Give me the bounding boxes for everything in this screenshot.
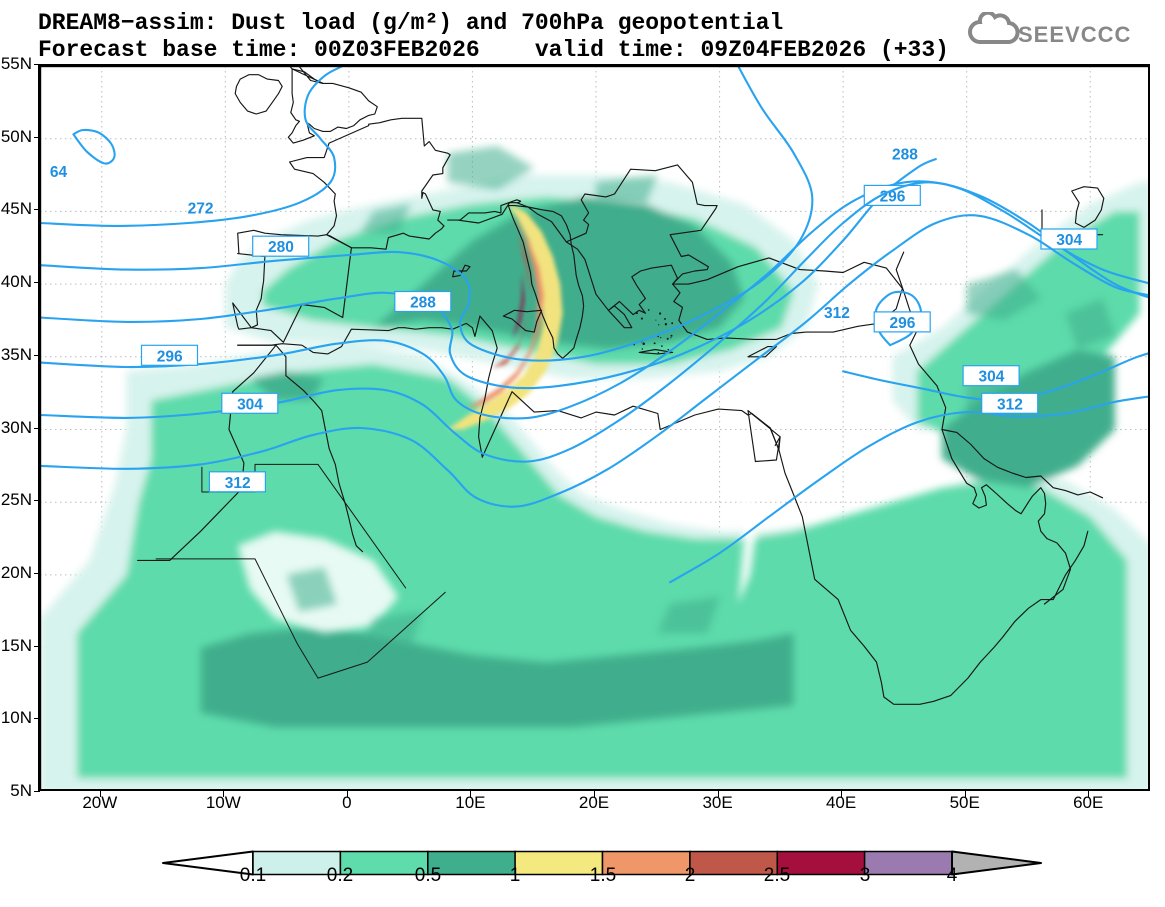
svg-text:288: 288 <box>410 295 436 312</box>
svg-text:312: 312 <box>824 305 850 322</box>
svg-text:288: 288 <box>892 147 918 164</box>
svg-text:304: 304 <box>237 396 263 413</box>
svg-text:272: 272 <box>188 201 214 218</box>
svg-text:296: 296 <box>889 315 915 332</box>
svg-text:304: 304 <box>1056 232 1082 249</box>
svg-text:304: 304 <box>978 369 1004 386</box>
svg-text:296: 296 <box>157 348 183 365</box>
svg-text:280: 280 <box>268 239 294 256</box>
svg-text:312: 312 <box>997 396 1023 413</box>
svg-text:312: 312 <box>225 475 251 492</box>
svg-text:SEEVCCC: SEEVCCC <box>1018 22 1131 47</box>
svg-text:64: 64 <box>50 164 68 181</box>
